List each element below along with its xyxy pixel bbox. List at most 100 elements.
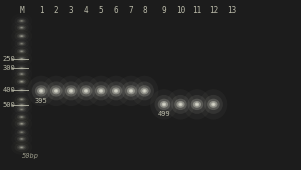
Ellipse shape (19, 80, 25, 83)
Ellipse shape (17, 107, 26, 112)
Ellipse shape (178, 103, 183, 106)
Ellipse shape (99, 89, 103, 93)
Text: 500: 500 (2, 102, 15, 108)
Ellipse shape (85, 90, 87, 92)
Text: 6: 6 (114, 6, 118, 15)
Ellipse shape (19, 72, 25, 76)
Ellipse shape (32, 81, 51, 100)
Ellipse shape (127, 88, 135, 94)
Ellipse shape (37, 88, 45, 94)
Ellipse shape (39, 89, 43, 93)
Ellipse shape (20, 27, 23, 29)
Ellipse shape (209, 101, 218, 108)
Ellipse shape (196, 103, 198, 105)
Ellipse shape (65, 85, 77, 97)
Ellipse shape (141, 88, 149, 94)
Ellipse shape (20, 73, 23, 75)
Ellipse shape (21, 27, 22, 28)
Ellipse shape (144, 90, 145, 92)
Ellipse shape (19, 104, 25, 107)
Text: 10: 10 (176, 6, 185, 15)
Ellipse shape (35, 85, 48, 97)
Ellipse shape (17, 97, 26, 102)
Text: 12: 12 (209, 6, 218, 15)
Ellipse shape (154, 95, 173, 114)
Ellipse shape (17, 33, 26, 39)
Ellipse shape (97, 88, 105, 94)
Ellipse shape (188, 95, 206, 114)
Ellipse shape (211, 103, 216, 106)
Ellipse shape (179, 103, 182, 105)
Text: 499: 499 (158, 111, 170, 117)
Ellipse shape (110, 85, 122, 97)
Text: 5: 5 (99, 6, 103, 15)
Text: 8: 8 (142, 6, 147, 15)
Ellipse shape (40, 90, 42, 92)
Ellipse shape (191, 99, 203, 110)
Ellipse shape (77, 81, 95, 100)
Ellipse shape (92, 81, 110, 100)
Ellipse shape (54, 89, 58, 93)
Ellipse shape (19, 131, 25, 134)
Ellipse shape (21, 20, 22, 21)
Ellipse shape (21, 109, 22, 110)
Text: 7: 7 (129, 6, 133, 15)
Ellipse shape (19, 50, 25, 53)
Ellipse shape (20, 20, 23, 22)
Ellipse shape (82, 88, 90, 94)
Ellipse shape (130, 90, 132, 92)
Ellipse shape (20, 98, 23, 100)
Ellipse shape (17, 87, 26, 93)
Ellipse shape (80, 85, 92, 97)
Ellipse shape (19, 115, 25, 119)
Ellipse shape (20, 123, 23, 125)
Ellipse shape (20, 116, 23, 118)
Ellipse shape (20, 50, 23, 52)
Ellipse shape (21, 99, 22, 100)
Ellipse shape (19, 108, 25, 111)
Ellipse shape (19, 57, 25, 61)
Ellipse shape (138, 85, 151, 97)
Ellipse shape (17, 48, 26, 54)
Ellipse shape (20, 58, 23, 60)
Ellipse shape (193, 101, 201, 108)
Ellipse shape (171, 95, 190, 114)
Ellipse shape (69, 89, 73, 93)
Ellipse shape (20, 67, 23, 69)
Text: 400: 400 (2, 87, 15, 93)
Text: 250: 250 (2, 56, 15, 62)
Ellipse shape (52, 88, 60, 94)
Ellipse shape (17, 136, 26, 142)
Text: 13: 13 (227, 6, 236, 15)
Ellipse shape (20, 81, 23, 83)
Ellipse shape (17, 56, 26, 62)
Ellipse shape (129, 89, 133, 93)
Text: 2: 2 (54, 6, 58, 15)
Ellipse shape (162, 103, 166, 106)
Ellipse shape (17, 25, 26, 30)
Ellipse shape (21, 123, 22, 124)
Ellipse shape (17, 121, 26, 126)
Ellipse shape (176, 101, 185, 108)
Ellipse shape (21, 81, 22, 82)
Ellipse shape (17, 103, 26, 108)
Ellipse shape (115, 90, 117, 92)
Ellipse shape (19, 66, 25, 70)
Ellipse shape (21, 51, 22, 52)
Text: 395: 395 (35, 98, 48, 104)
Ellipse shape (19, 88, 25, 92)
Ellipse shape (112, 88, 120, 94)
Ellipse shape (21, 58, 22, 59)
Ellipse shape (160, 101, 168, 108)
Ellipse shape (19, 137, 25, 141)
Ellipse shape (20, 43, 23, 45)
Ellipse shape (70, 90, 72, 92)
Ellipse shape (207, 99, 220, 110)
Ellipse shape (21, 132, 22, 133)
Ellipse shape (21, 147, 22, 148)
Ellipse shape (95, 85, 107, 97)
Ellipse shape (213, 103, 214, 105)
Ellipse shape (122, 81, 141, 100)
Ellipse shape (19, 122, 25, 125)
Ellipse shape (20, 131, 23, 133)
